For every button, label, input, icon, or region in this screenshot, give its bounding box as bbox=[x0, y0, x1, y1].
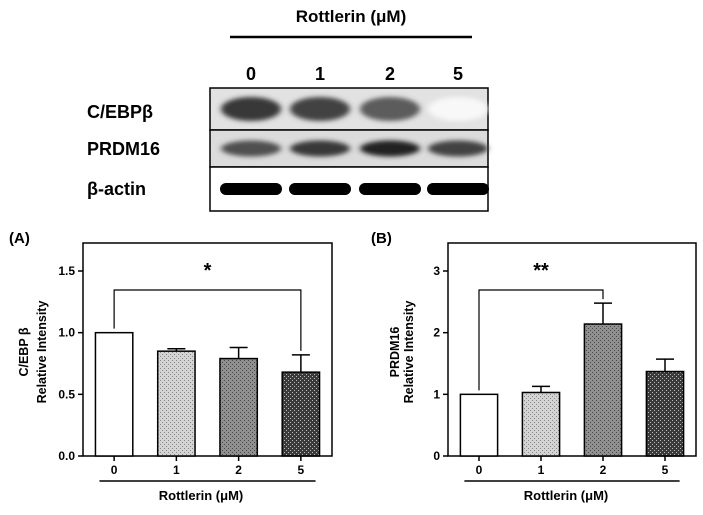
blot-treatment-label: Rottlerin (μM) bbox=[296, 7, 407, 26]
panel-b-bar bbox=[459, 393, 499, 457]
blot-row-labels: C/EBPβ PRDM16 β-actin bbox=[87, 102, 160, 199]
panel-b-xtick-label: 5 bbox=[662, 463, 669, 477]
blot-lane-label: 5 bbox=[453, 64, 463, 84]
panel-a-letter: (A) bbox=[9, 230, 30, 247]
panel-b-ytick-label: 3 bbox=[433, 264, 440, 278]
panel-a-bar bbox=[219, 357, 259, 457]
blot-band bbox=[220, 183, 282, 195]
panel-a-ytick-label: 1.5 bbox=[58, 264, 75, 278]
blot-panels bbox=[209, 87, 489, 212]
panel-a-ylabel-line2: Relative Intensity bbox=[35, 301, 49, 404]
panel-a-bar bbox=[156, 350, 196, 457]
panel-a-ytick-label: 0.5 bbox=[58, 387, 75, 401]
panel-a-ytick-label: 0.0 bbox=[58, 449, 75, 463]
panel-b-ytick-label: 2 bbox=[433, 326, 440, 340]
panel-a-ylabel-line1: C/EBP β bbox=[17, 327, 31, 376]
blot-band bbox=[290, 140, 350, 157]
panel-a-significance-bracket bbox=[113, 289, 302, 351]
blot-lane-label: 1 bbox=[315, 64, 325, 84]
panel-b-bar bbox=[583, 323, 623, 457]
panel-b-xtick-label: 0 bbox=[476, 463, 483, 477]
blot-band bbox=[427, 183, 489, 195]
western-blot: Rottlerin (μM) 0 1 2 5 C/EBPβ PRDM16 β-actin bbox=[87, 7, 489, 212]
panel-b-letter: (B) bbox=[371, 230, 392, 247]
panel-b-ylabel-line1: PRDM16 bbox=[388, 327, 402, 378]
blot-lane-label: 2 bbox=[385, 64, 395, 84]
blot-lane-label: 0 bbox=[246, 64, 256, 84]
panel-a-chart: (A) C/EBP β Relative Intensity Rottlerin… bbox=[9, 230, 333, 503]
panel-b-plot-frame bbox=[447, 242, 697, 457]
blot-band bbox=[428, 97, 488, 121]
blot-row-label: PRDM16 bbox=[87, 139, 160, 159]
panel-b-significance-bracket bbox=[478, 289, 604, 391]
panel-a-xtick-label: 5 bbox=[298, 463, 305, 477]
blot-band bbox=[360, 97, 420, 121]
blot-row-label: β-actin bbox=[87, 179, 146, 199]
blot-row-panel bbox=[209, 87, 489, 131]
blot-band bbox=[360, 140, 420, 157]
blot-band bbox=[221, 97, 281, 121]
blot-row-panel bbox=[209, 129, 489, 168]
blot-band bbox=[428, 140, 488, 157]
panel-a-xlabel: Rottlerin (μM) bbox=[159, 488, 244, 503]
panel-a-bar bbox=[94, 331, 134, 457]
panel-b-significance-label: ** bbox=[533, 260, 549, 282]
blot-band bbox=[289, 183, 351, 195]
blot-lane-labels: 0 1 2 5 bbox=[246, 64, 463, 84]
panel-b-ytick-label: 1 bbox=[433, 387, 440, 401]
panel-a-xtick-label: 1 bbox=[173, 463, 180, 477]
panel-a-significance-label: * bbox=[204, 260, 212, 282]
panel-a-bar bbox=[281, 371, 321, 457]
panel-b-ytick-label: 0 bbox=[433, 449, 440, 463]
panel-b-bar bbox=[521, 391, 561, 457]
blot-row-panel bbox=[209, 166, 489, 212]
blot-row-label: C/EBPβ bbox=[87, 102, 153, 122]
panel-b-xtick-label: 2 bbox=[600, 463, 607, 477]
panel-b-xtick-label: 1 bbox=[538, 463, 545, 477]
panel-a-ytick-label: 1.0 bbox=[58, 326, 75, 340]
panel-a-xtick-label: 0 bbox=[111, 463, 118, 477]
panel-b-bar bbox=[645, 370, 685, 457]
panel-b-chart: (B) PRDM16 Relative Intensity Rottlerin … bbox=[371, 230, 697, 503]
panel-a-xtick-label: 2 bbox=[235, 463, 242, 477]
blot-band bbox=[221, 140, 281, 157]
panel-b-ylabel-line2: Relative Intensity bbox=[402, 301, 416, 404]
blot-band bbox=[290, 97, 350, 121]
panel-b-xlabel: Rottlerin (μM) bbox=[524, 488, 609, 503]
panel-a-plot-frame bbox=[82, 242, 333, 457]
blot-band bbox=[359, 183, 421, 195]
